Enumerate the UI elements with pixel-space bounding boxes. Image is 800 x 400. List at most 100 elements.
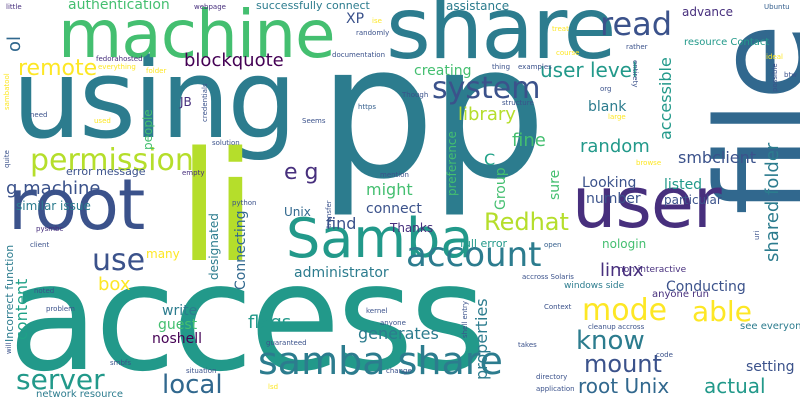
word-shared-folder: shared folder xyxy=(762,142,783,262)
word-ol: ol xyxy=(4,35,25,52)
word-able: able xyxy=(692,295,752,328)
word-little: little xyxy=(6,3,22,11)
word-remote: remote xyxy=(18,56,98,81)
word-guaranteed: guaranteed xyxy=(266,339,307,347)
word-designated: designated xyxy=(207,213,221,280)
word-documentation: documentation xyxy=(332,51,386,59)
word-permission: permission xyxy=(30,143,194,178)
word-large: large xyxy=(608,113,626,121)
word-advance: advance xyxy=(682,5,734,19)
word-successfully-connect: successfully connect xyxy=(256,0,370,12)
word-use: use xyxy=(92,243,146,278)
word-machine: machine xyxy=(58,0,336,73)
word-server: server xyxy=(16,363,105,396)
word-change: change xyxy=(386,367,412,375)
word-might: might xyxy=(366,180,413,199)
word-particular: particular xyxy=(664,193,722,207)
word-connect: connect xyxy=(366,201,422,217)
word-client: client xyxy=(30,241,50,249)
word-content: content xyxy=(12,278,31,340)
word-folder: folder xyxy=(146,67,167,75)
word-seems: Seems xyxy=(302,117,326,125)
word-ise: ise xyxy=(372,17,382,25)
word-share: share xyxy=(386,0,616,79)
word-g-machine: g machine xyxy=(6,178,101,199)
word-flags: flags xyxy=(248,312,292,333)
word-browse: browse xyxy=(636,159,662,167)
word-smbfs: smbfs xyxy=(110,359,132,367)
word-structure: structure xyxy=(502,99,534,107)
word-eg: e g xyxy=(284,160,319,185)
word-setting: setting xyxy=(746,359,795,375)
word-open: open xyxy=(544,241,562,249)
word-people: people xyxy=(141,109,155,150)
word-nologin: nologin xyxy=(602,237,647,251)
word-write: write xyxy=(162,303,198,319)
word-root-unix: root Unix xyxy=(578,374,670,398)
word-code: code xyxy=(656,351,673,359)
word-blank: blank xyxy=(588,99,627,115)
word-situation: situation xyxy=(186,367,217,375)
word-used: used xyxy=(94,117,111,125)
word-know: know xyxy=(576,326,645,356)
word-sambatool: sambatool xyxy=(3,73,11,110)
word-blockquote: blockquote xyxy=(184,50,284,71)
word-many: many xyxy=(146,247,180,261)
word-using: using xyxy=(12,35,297,163)
word-preference: preference xyxy=(445,131,459,196)
word-user: user xyxy=(572,162,722,244)
word-need: need xyxy=(30,111,48,119)
word-random: random xyxy=(580,136,650,157)
word-resource-contact: resource Contact xyxy=(684,37,770,48)
word-problem: problem xyxy=(46,305,75,313)
word-possible: possible xyxy=(771,63,779,92)
word-transfer: transfer xyxy=(325,200,333,228)
word-assistance: assistance xyxy=(446,0,510,13)
word-read: read xyxy=(600,5,673,43)
word-thanks: Thanks xyxy=(390,221,434,235)
word-listed: listed xyxy=(664,177,703,193)
word-conducting: Conducting xyxy=(666,279,746,295)
word-https: https xyxy=(358,103,377,111)
word-smbclient: smbclient xyxy=(678,148,757,167)
word-anyone-run: anyone run xyxy=(652,289,709,300)
word-find: find xyxy=(326,214,357,233)
word-randomly: randomly xyxy=(356,29,390,37)
word-administrator: administrator xyxy=(294,265,389,281)
word-lsd: lsd xyxy=(268,383,279,391)
word-number: number xyxy=(586,191,641,207)
word-pysmbc: pysmbc xyxy=(36,225,64,233)
word-directory: directory xyxy=(536,373,568,381)
word-pp: pp xyxy=(318,4,547,220)
word-accessible: accessible xyxy=(656,57,675,140)
word-user-level: user level xyxy=(540,58,638,82)
word-error-message: error message xyxy=(66,165,146,178)
word-xp: XP xyxy=(346,11,365,27)
word-authentication: authentication xyxy=(68,0,170,13)
word-credentials: credentials xyxy=(201,83,209,122)
word-shell-entry: shell entry xyxy=(461,300,469,338)
word-guest: guest xyxy=(158,317,198,333)
word-non-interactive: non interactive xyxy=(618,265,687,275)
word-network-resource: network resource xyxy=(36,389,124,400)
word-samba-cap: Samba xyxy=(286,207,474,270)
word-will: will xyxy=(5,342,13,354)
word-see-everyone: see everyone xyxy=(740,321,800,332)
word-li: li xyxy=(178,119,257,296)
word-quite: quite xyxy=(3,150,11,168)
word-c: C xyxy=(484,150,496,169)
word-actual: actual xyxy=(704,374,766,398)
word-mention: mention xyxy=(380,171,409,179)
word-connecting: Connecting xyxy=(233,210,249,290)
word-ideal: ideal xyxy=(766,53,783,61)
word-fine: fine xyxy=(512,130,546,151)
word-application: application xyxy=(536,385,575,393)
word-solution: solution xyxy=(212,139,240,147)
word-python: python xyxy=(232,199,257,207)
word-treat: treat xyxy=(552,25,569,33)
word-jb: JB xyxy=(180,95,192,109)
word-box: box xyxy=(98,274,131,295)
word-cleanup-accross: cleanup accross xyxy=(588,323,645,331)
word-context: Context xyxy=(544,303,572,311)
